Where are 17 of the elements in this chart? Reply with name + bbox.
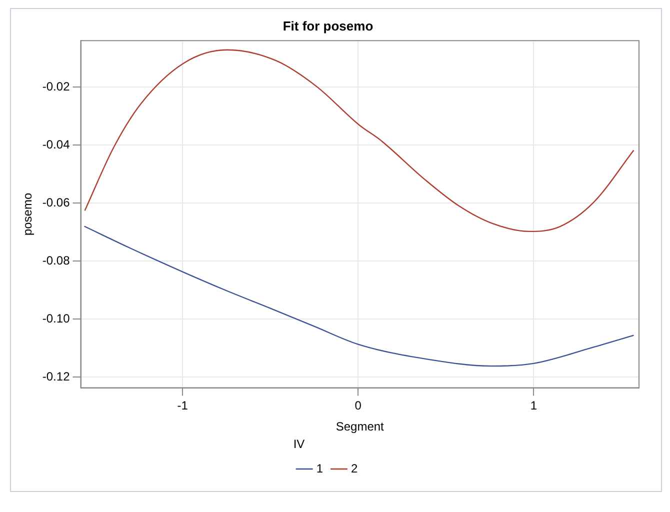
x-tick-label: 1: [530, 398, 538, 412]
y-tick-label: -0.06: [42, 195, 70, 210]
legend-title: IV: [293, 436, 305, 451]
y-tick-label: -0.02: [42, 79, 70, 94]
legend-label: 1: [316, 461, 324, 476]
y-tick-label: -0.08: [42, 253, 70, 268]
line-series: [84, 226, 634, 367]
y-tick-label: -0.12: [42, 369, 70, 384]
y-tick-label: -0.04: [42, 137, 70, 152]
legend-label: 2: [351, 461, 358, 476]
y-axis-title: posemo: [20, 192, 35, 236]
chart-title: Fit for posemo: [282, 18, 374, 34]
x-tick-label: -1: [177, 398, 188, 412]
x-tick-label: 0: [354, 398, 362, 412]
line-series: [84, 49, 634, 232]
y-tick-label: -0.10: [42, 311, 70, 326]
x-axis-title: Segment: [336, 420, 385, 434]
